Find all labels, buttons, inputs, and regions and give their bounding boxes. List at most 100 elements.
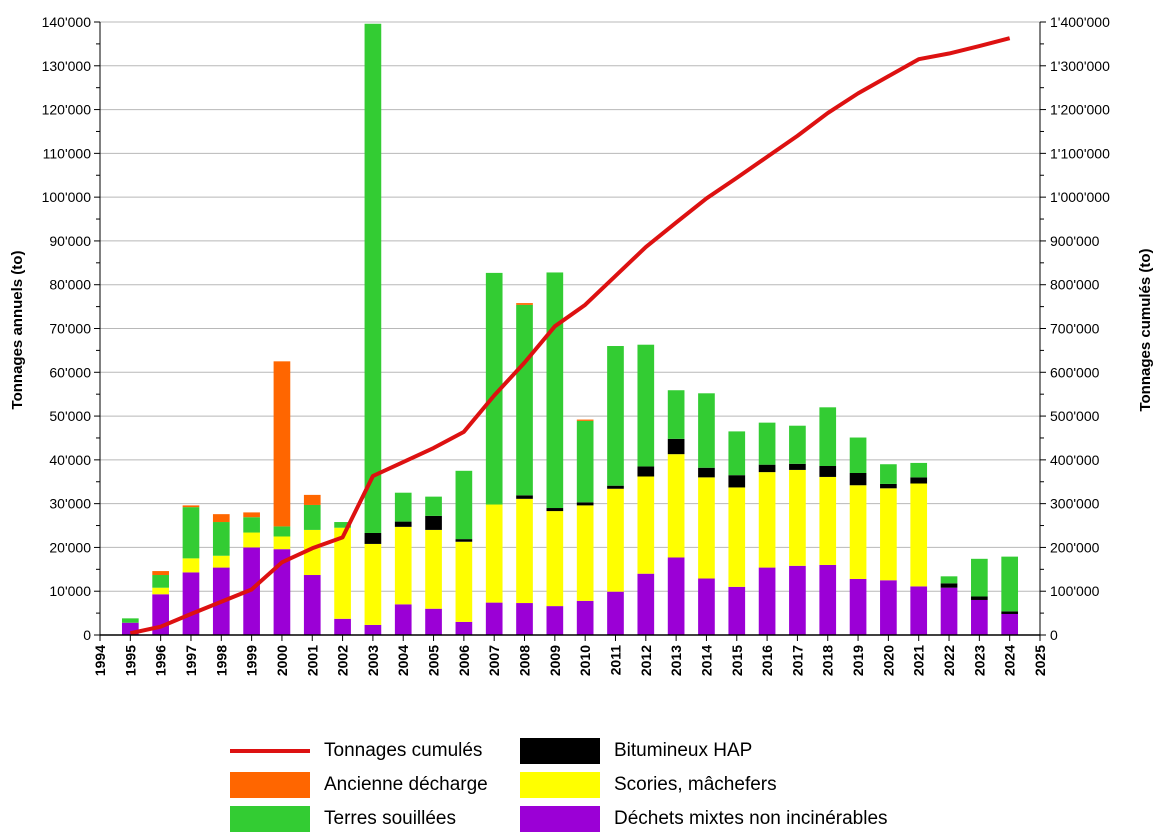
x-tick-label: 1999 xyxy=(244,645,260,676)
bar-segment xyxy=(485,272,503,505)
legend-item-dechets: Déchets mixtes non incinérables xyxy=(520,805,888,833)
bar-segment xyxy=(728,475,746,488)
bar-segment xyxy=(910,462,928,478)
bar-segment xyxy=(243,512,260,518)
x-tick-label: 2009 xyxy=(547,645,563,676)
y-tick-label: 50'000 xyxy=(49,408,91,424)
x-tick-label: 2007 xyxy=(486,645,502,676)
bar-segment xyxy=(637,344,655,467)
bar-segment xyxy=(728,586,746,635)
legend: Tonnages cumulés Ancienne décharge Terre… xyxy=(230,737,990,833)
bar-segment xyxy=(728,487,746,587)
bar-segment xyxy=(273,526,291,537)
bar-segment xyxy=(516,495,533,499)
y2-tick-label: 900'000 xyxy=(1050,233,1100,249)
x-tick-label: 2006 xyxy=(456,645,472,676)
bar-segment xyxy=(607,591,624,635)
y-axis-label: Tonnages annuels (to) xyxy=(9,251,26,410)
bar-segment xyxy=(364,624,382,635)
cumulative-line xyxy=(129,36,1011,636)
axes: 0 0 10'000 100'000 20'000 200'000 30'000 300'00… xyxy=(42,14,1110,676)
y2-tick-label: 1'200'000 xyxy=(1050,102,1110,118)
bar-segment xyxy=(485,504,503,603)
y2-tick-label: 0 xyxy=(1050,627,1058,643)
bar-segment xyxy=(152,587,169,595)
y2-tick-label: 500'000 xyxy=(1050,408,1100,424)
bar-segment xyxy=(1001,613,1019,635)
x-tick-label: 2023 xyxy=(971,645,987,676)
x-tick-label: 2013 xyxy=(668,645,684,676)
bar-segment xyxy=(698,467,715,478)
y-tick-label: 60'000 xyxy=(49,364,91,380)
bar-segment xyxy=(607,488,624,592)
x-tick-label: 2022 xyxy=(941,645,957,676)
bar-segment xyxy=(212,555,230,568)
bar-segment xyxy=(364,532,382,544)
bar-segment xyxy=(273,361,291,527)
x-tick-label: 2001 xyxy=(304,645,320,676)
y-tick-label: 100'000 xyxy=(42,189,92,205)
bar-segment xyxy=(880,580,897,635)
bar-segment xyxy=(516,603,533,635)
bar-segment xyxy=(516,303,533,305)
bar-segment xyxy=(971,558,988,597)
bar-segment xyxy=(758,472,776,568)
legend-line-swatch xyxy=(230,749,310,753)
y-tick-label: 10'000 xyxy=(49,583,91,599)
legend-label: Scories, mâchefers xyxy=(614,774,777,795)
bar-segment xyxy=(971,596,988,600)
bar-segment xyxy=(273,549,291,635)
bar-segment xyxy=(728,431,746,476)
x-tick-label: 1994 xyxy=(92,645,108,676)
bar-segment xyxy=(849,578,867,635)
bar-segment xyxy=(758,464,776,473)
bar-segment xyxy=(334,522,351,528)
bar-segment xyxy=(971,599,988,635)
bar-segment xyxy=(576,600,594,635)
x-tick-label: 2019 xyxy=(850,645,866,676)
bar-segment xyxy=(243,517,260,533)
legend-label: Déchets mixtes non incinérables xyxy=(614,808,888,829)
bar-segment xyxy=(516,304,533,496)
bar-segment xyxy=(303,504,321,530)
bar-segment xyxy=(880,464,897,484)
bar-segment xyxy=(576,419,594,421)
bar-segment xyxy=(121,618,139,623)
bar-segment xyxy=(910,477,928,484)
bar-segment xyxy=(182,558,200,573)
y2-tick-label: 600'000 xyxy=(1050,364,1100,380)
bar-segment xyxy=(819,564,837,635)
x-tick-label: 2024 xyxy=(1002,645,1018,676)
x-tick-label: 2003 xyxy=(365,645,381,676)
bar-segment xyxy=(243,532,260,548)
grid-lines xyxy=(100,21,1040,636)
legend-swatch xyxy=(230,806,310,832)
y2-tick-label: 100'000 xyxy=(1050,583,1100,599)
y-tick-label: 140'000 xyxy=(42,14,92,30)
x-tick-label: 2025 xyxy=(1032,645,1048,676)
bar-segment xyxy=(455,539,473,542)
x-tick-label: 2016 xyxy=(759,645,775,676)
y2-axis-label: Tonnages cumulés (to) xyxy=(1137,248,1154,411)
bar-segment xyxy=(546,508,564,512)
bar-segment xyxy=(667,438,685,455)
bar-segment xyxy=(758,567,776,635)
bar-segment xyxy=(576,502,594,506)
x-tick-label: 1995 xyxy=(122,645,138,676)
x-tick-label: 1996 xyxy=(153,645,169,676)
bar-segment xyxy=(849,485,867,579)
bar-segment xyxy=(667,557,685,635)
legend-swatch xyxy=(230,738,310,764)
y-tick-label: 0 xyxy=(83,627,91,643)
bar-segment xyxy=(880,488,897,581)
y2-tick-label: 200'000 xyxy=(1050,539,1100,555)
y-tick-label: 90'000 xyxy=(49,233,91,249)
bar-segment xyxy=(546,272,564,509)
legend-swatch xyxy=(520,738,600,764)
bar-segment xyxy=(273,536,291,550)
x-tick-label: 2014 xyxy=(698,645,714,676)
x-tick-label: 2020 xyxy=(880,645,896,676)
y-tick-label: 80'000 xyxy=(49,277,91,293)
x-tick-label: 2005 xyxy=(426,645,442,676)
x-tick-label: 2008 xyxy=(517,645,533,676)
